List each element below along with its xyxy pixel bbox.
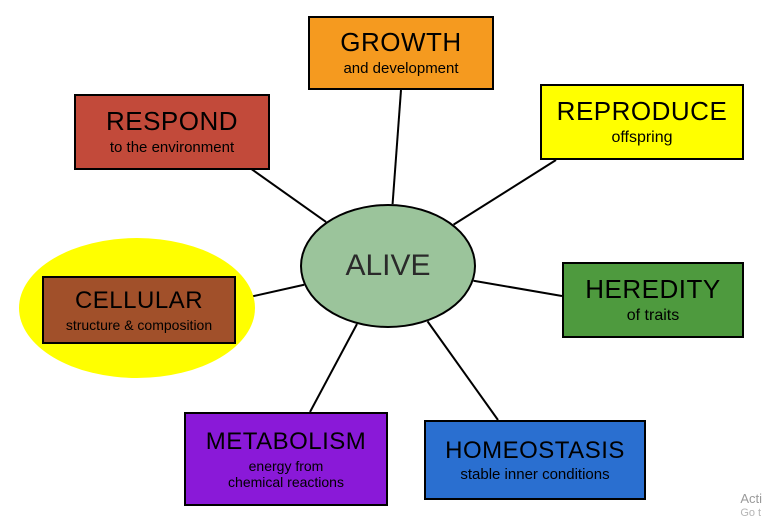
node-reproduce: REPRODUCE offspring	[540, 84, 744, 160]
watermark-line1: Acti	[740, 491, 762, 507]
node-growth-subtitle: and development	[343, 60, 458, 77]
node-cellular: CELLULAR structure & composition	[42, 276, 236, 344]
node-respond-subtitle: to the environment	[110, 139, 234, 156]
node-respond: RESPOND to the environment	[74, 94, 270, 170]
node-metabolism-title: METABOLISM	[206, 428, 367, 456]
watermark-line2: Go t	[740, 507, 762, 520]
node-metabolism-subtitle: energy from chemical reactions	[228, 458, 344, 490]
node-cellular-title: CELLULAR	[75, 287, 203, 315]
node-reproduce-title: REPRODUCE	[557, 97, 728, 127]
node-respond-title: RESPOND	[106, 107, 238, 137]
node-homeostasis-subtitle: stable inner conditions	[460, 466, 609, 483]
node-cellular-subtitle: structure & composition	[66, 317, 212, 333]
center-node-alive: ALIVE	[300, 204, 476, 328]
center-label: ALIVE	[345, 249, 430, 283]
node-reproduce-subtitle: offspring	[611, 129, 672, 147]
node-metabolism: METABOLISMenergy from chemical reactions	[184, 412, 388, 506]
watermark: Acti Go t	[740, 491, 762, 520]
node-homeostasis: HOMEOSTASISstable inner conditions	[424, 420, 646, 500]
node-heredity: HEREDITY of traits	[562, 262, 744, 338]
diagram-stage: ALIVE GROWTH and development RESPOND to the…	[0, 0, 768, 530]
node-heredity-title: HEREDITY	[585, 275, 720, 305]
node-heredity-subtitle: of traits	[627, 307, 679, 325]
node-growth-title: GROWTH	[340, 28, 461, 58]
node-homeostasis-title: HOMEOSTASIS	[445, 437, 625, 465]
node-growth: GROWTH and development	[308, 16, 494, 90]
